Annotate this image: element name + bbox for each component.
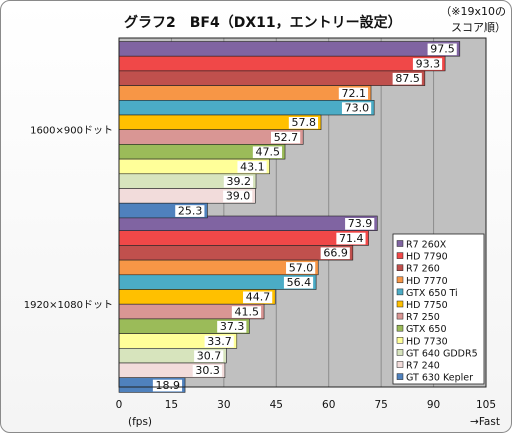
data-label-1-2: 66.9 bbox=[323, 247, 348, 260]
data-label-0-4: 73.0 bbox=[345, 102, 370, 115]
legend-swatch-6 bbox=[396, 312, 404, 320]
data-label-0-6: 52.7 bbox=[274, 131, 299, 144]
data-label-bg-0-11 bbox=[175, 205, 205, 217]
data-label-bg-0-2 bbox=[392, 72, 422, 85]
data-label-bg-1-4 bbox=[283, 276, 314, 289]
chart-title: グラフ2 BF4（DX11，エントリー設定） bbox=[124, 15, 402, 31]
x-axis-label: (fps) bbox=[128, 416, 152, 428]
legend-swatch-9 bbox=[396, 349, 404, 356]
data-label-1-4: 56.4 bbox=[287, 276, 312, 289]
data-label-1-9: 30.7 bbox=[197, 350, 222, 363]
data-label-bg-0-5 bbox=[288, 117, 319, 129]
legend-swatch-5 bbox=[396, 300, 404, 308]
data-label-0-10: 39.0 bbox=[226, 190, 251, 203]
bar-0-0 bbox=[118, 41, 461, 57]
data-label-bg-1-3 bbox=[286, 262, 316, 274]
legend-swatch-0 bbox=[396, 240, 404, 247]
bar-1-1 bbox=[118, 230, 369, 246]
legend-swatch-1 bbox=[396, 252, 404, 259]
bar-0-4 bbox=[118, 100, 375, 116]
legend-label-0: R7 260X bbox=[406, 240, 447, 251]
legend-swatch-3 bbox=[396, 276, 404, 284]
chart-note: （※19x10の スコア順） bbox=[440, 4, 506, 36]
data-label-bg-0-9 bbox=[223, 175, 254, 188]
data-label-0-11: 25.3 bbox=[178, 204, 203, 217]
bar-0-1 bbox=[118, 55, 446, 72]
x-tick-label-3: 45 bbox=[270, 399, 283, 411]
legend-label-7: GTX 650 bbox=[406, 324, 447, 335]
data-label-bg-1-10 bbox=[192, 365, 222, 377]
bar-1-2 bbox=[118, 245, 354, 261]
x-direction-label: →Fast bbox=[470, 416, 500, 428]
data-label-1-3: 57.0 bbox=[289, 261, 314, 274]
bar-1-0 bbox=[118, 215, 378, 231]
data-label-1-7: 37.3 bbox=[220, 320, 245, 333]
legend-label-11: GT 630 Kepler bbox=[406, 373, 473, 384]
legend-swatch-7 bbox=[396, 324, 404, 332]
data-label-bg-1-2 bbox=[320, 247, 350, 260]
x-tick-label-0: 0 bbox=[116, 399, 123, 411]
data-label-1-5: 44.7 bbox=[246, 291, 271, 304]
x-tick-label-7: 105 bbox=[476, 399, 496, 411]
data-label-1-8: 33.7 bbox=[207, 335, 232, 348]
x-tick-label-4: 60 bbox=[322, 399, 335, 411]
data-label-1-6: 41.5 bbox=[235, 305, 260, 318]
legend-swatch-10 bbox=[396, 361, 404, 368]
category-label-0: 1600×900ドット bbox=[30, 126, 113, 137]
data-label-0-2: 87.5 bbox=[395, 72, 420, 85]
legend-label-9: GT 640 GDDR5 bbox=[406, 348, 478, 359]
data-label-bg-1-7 bbox=[217, 320, 247, 333]
legend-label-10: R7 240 bbox=[406, 361, 440, 372]
legend-label-4: GTX 650 Ti bbox=[406, 288, 458, 299]
category-label-1: 1920×1080ドット bbox=[24, 300, 113, 311]
legend-box bbox=[392, 233, 485, 385]
data-label-bg-1-0 bbox=[345, 218, 375, 230]
data-label-0-5: 57.8 bbox=[292, 116, 317, 129]
data-label-bg-1-5 bbox=[243, 291, 273, 304]
x-tick-label-5: 75 bbox=[374, 399, 387, 411]
x-tick-label-1: 15 bbox=[165, 399, 178, 411]
legend-swatch-2 bbox=[396, 264, 404, 271]
plot-border bbox=[118, 37, 487, 388]
data-label-bg-1-6 bbox=[231, 306, 262, 318]
data-label-bg-0-4 bbox=[341, 102, 372, 114]
data-label-bg-1-8 bbox=[204, 335, 234, 348]
data-label-0-8: 43.1 bbox=[240, 160, 265, 173]
legend-label-8: HD 7730 bbox=[406, 336, 448, 347]
data-label-bg-0-8 bbox=[237, 161, 267, 173]
data-label-0-9: 39.2 bbox=[227, 175, 252, 188]
legend-label-1: HD 7790 bbox=[406, 252, 448, 263]
data-label-0-0: 97.5 bbox=[430, 43, 455, 56]
data-label-0-1: 93.3 bbox=[416, 57, 441, 70]
data-label-bg-1-11 bbox=[152, 379, 183, 392]
x-tick-label-6: 90 bbox=[427, 399, 440, 411]
legend-label-2: R7 260 bbox=[406, 264, 440, 275]
data-label-1-0: 73.9 bbox=[348, 217, 373, 230]
data-label-0-3: 72.1 bbox=[342, 87, 367, 100]
legend-label-6: R7 250 bbox=[406, 312, 440, 323]
data-label-bg-0-10 bbox=[223, 190, 253, 203]
data-label-1-1: 71.4 bbox=[339, 232, 364, 245]
chart-note-line-2: スコア順） bbox=[451, 21, 506, 34]
legend-label-5: HD 7750 bbox=[406, 300, 448, 311]
data-label-bg-0-7 bbox=[252, 146, 283, 159]
x-tick-label-2: 30 bbox=[217, 399, 230, 411]
bar-0-3 bbox=[118, 85, 372, 101]
data-label-bg-0-6 bbox=[270, 131, 301, 144]
data-label-bg-0-1 bbox=[412, 58, 443, 70]
data-label-bg-0-0 bbox=[427, 43, 457, 56]
data-label-bg-0-3 bbox=[338, 87, 369, 100]
data-label-1-11: 18.9 bbox=[156, 379, 181, 392]
legend-swatch-8 bbox=[396, 337, 404, 344]
legend-swatch-4 bbox=[396, 288, 404, 296]
legend-label-3: HD 7770 bbox=[406, 276, 448, 287]
bar-0-2 bbox=[118, 70, 426, 86]
chart-note-line-1: （※19x10の bbox=[440, 5, 506, 18]
data-label-bg-1-9 bbox=[194, 350, 224, 362]
data-label-bg-1-1 bbox=[336, 232, 366, 245]
legend-swatch-11 bbox=[396, 373, 404, 380]
data-label-1-10: 30.3 bbox=[195, 364, 220, 377]
data-label-0-7: 47.5 bbox=[256, 146, 281, 159]
